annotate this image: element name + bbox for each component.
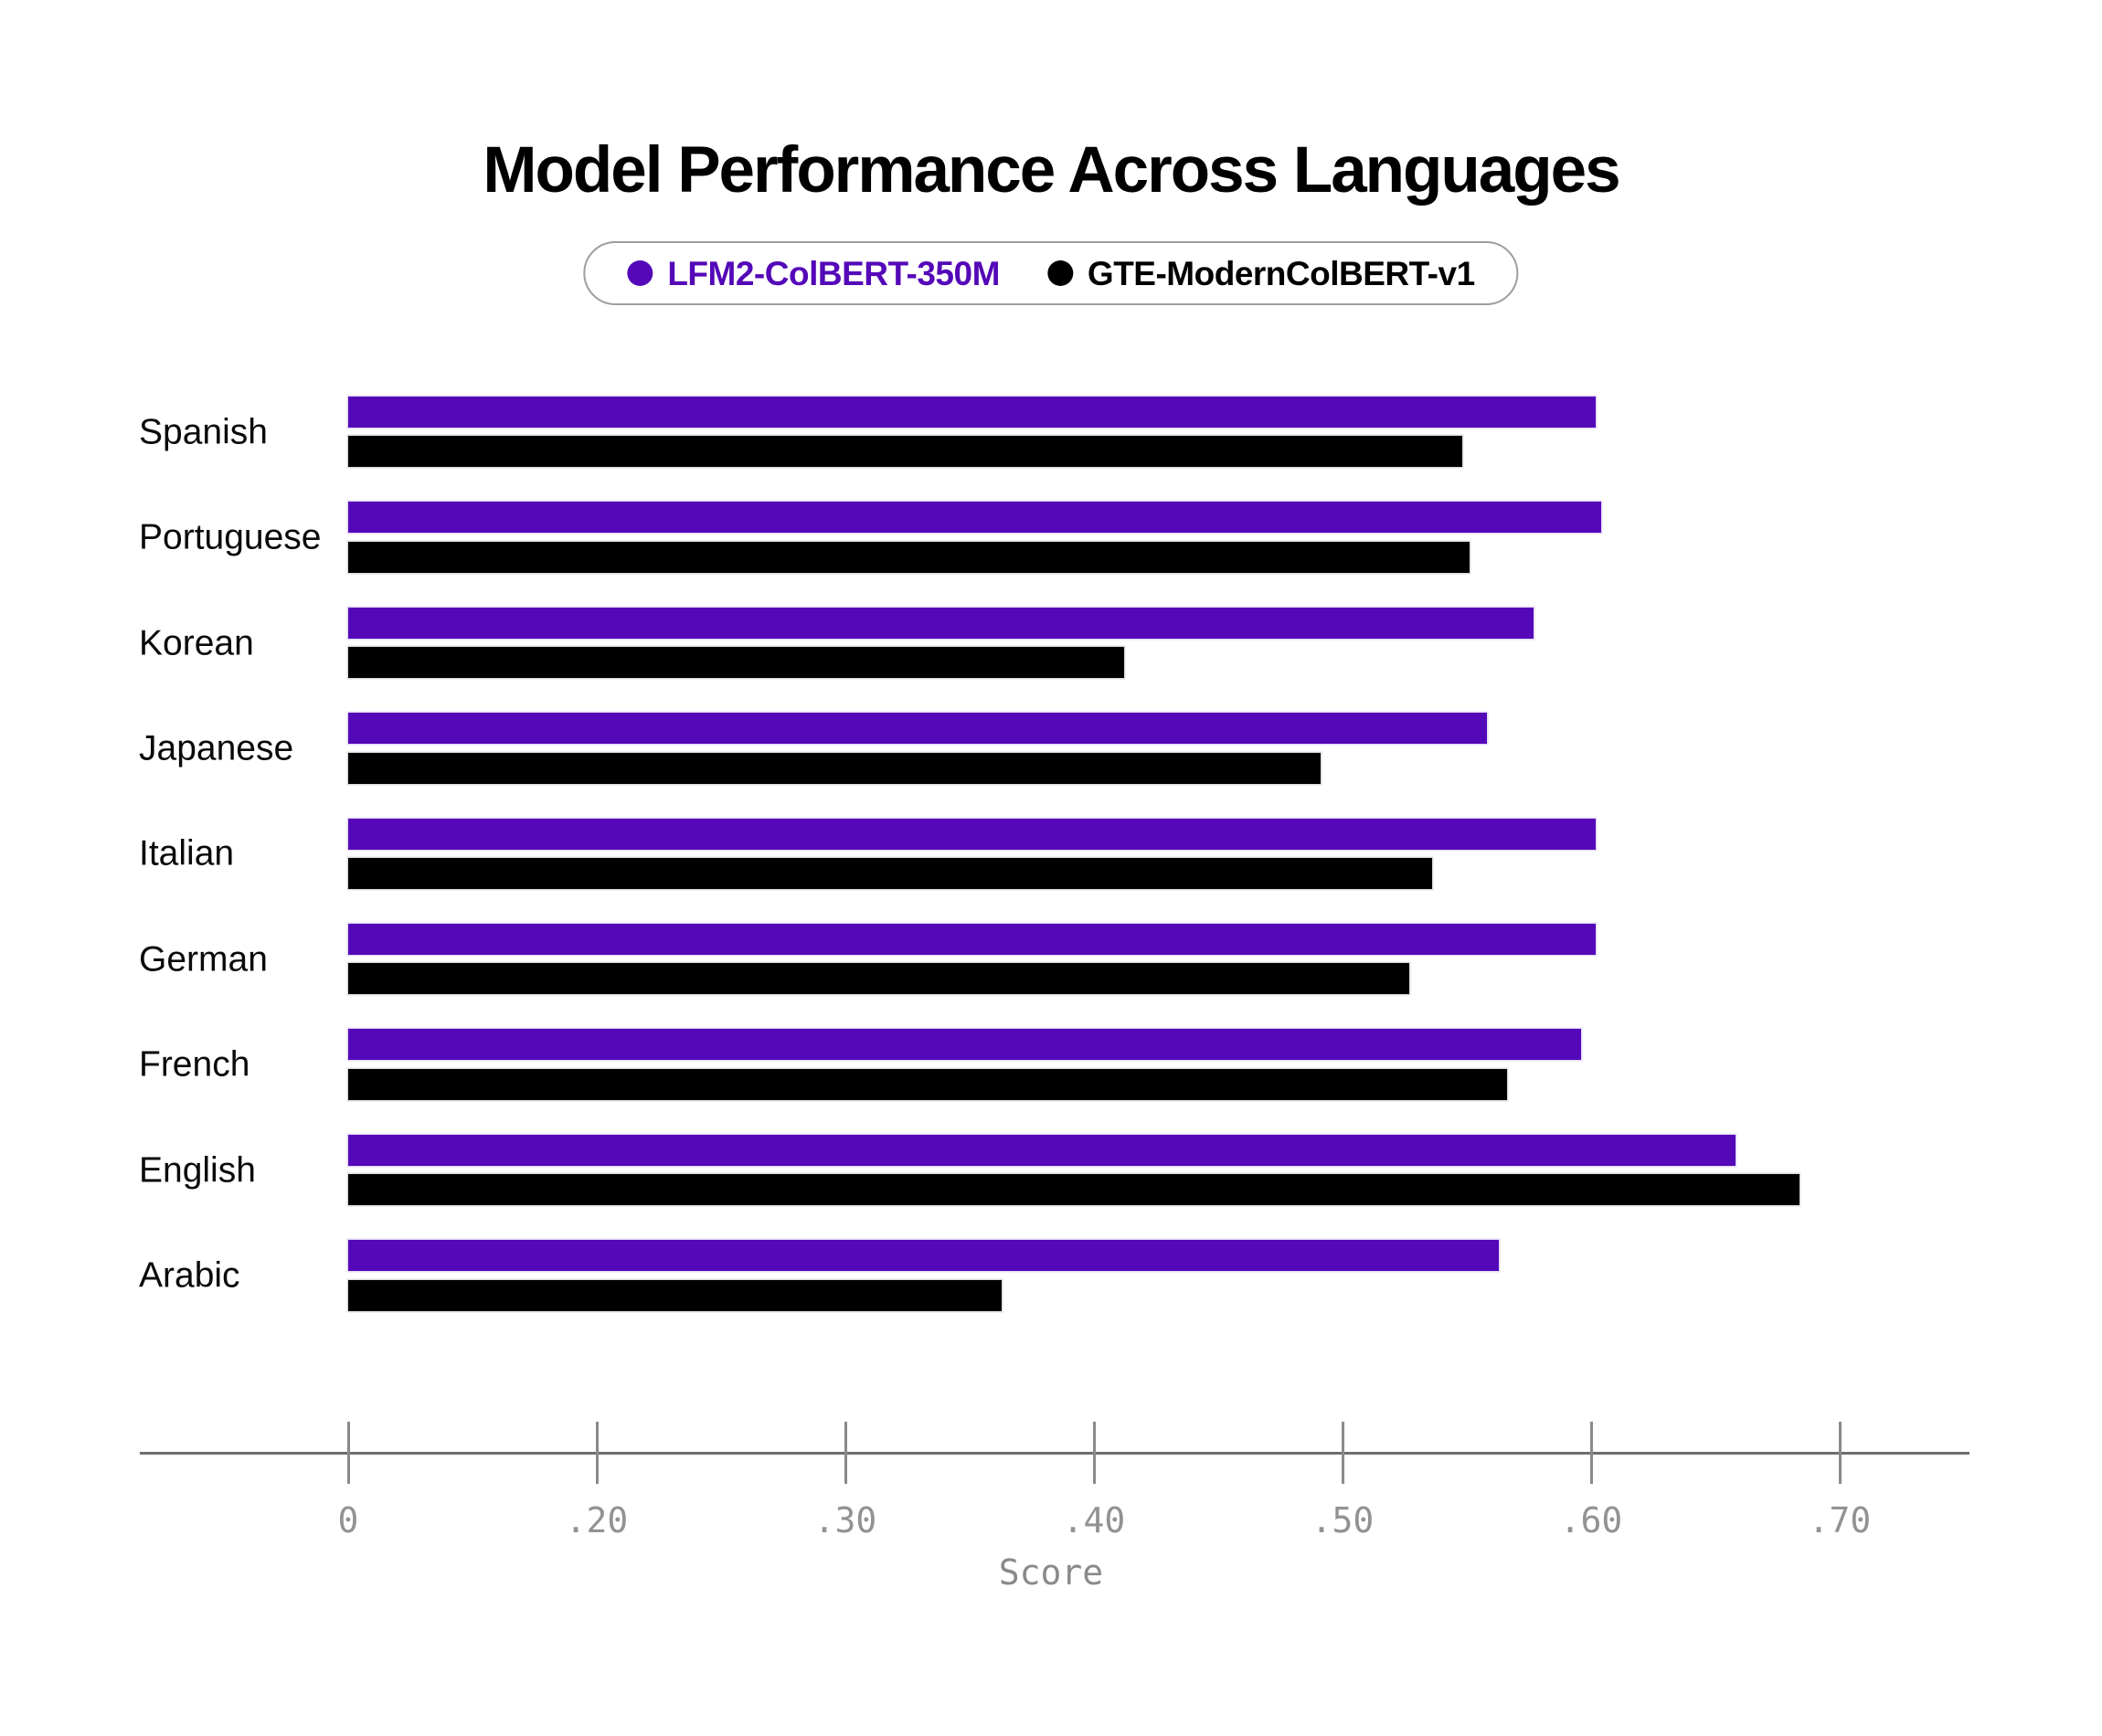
- category-label-korean: Korean: [139, 623, 254, 662]
- x-axis-title: Score: [998, 1552, 1104, 1593]
- category-label-french: French: [139, 1044, 250, 1085]
- bar-lfm2-colbert-350m-english: [348, 1135, 1736, 1166]
- axis-tick-50: [1341, 1422, 1344, 1484]
- chart-title: Model Performance Across Languages: [483, 134, 1620, 206]
- legend-label-lfm2-colbert-350m: LFM2-ColBERT-350M: [667, 254, 1000, 292]
- bar-lfm2-colbert-350m-arabic: [348, 1240, 1499, 1271]
- bar-gte-moderncolbert-v1-english: [348, 1174, 1799, 1205]
- category-label-portuguese: Portuguese: [139, 517, 322, 557]
- bar-gte-moderncolbert-v1-japanese: [348, 753, 1321, 784]
- bar-gte-moderncolbert-v1-german: [348, 963, 1409, 994]
- axis-tick-label-60: .60: [1559, 1500, 1623, 1540]
- bar-lfm2-colbert-350m-japanese: [348, 713, 1487, 744]
- bar-gte-moderncolbert-v1-spanish: [348, 436, 1462, 467]
- legend-dot-gte-moderncolbert-v1: [1046, 260, 1073, 286]
- legend-label-gte-moderncolbert-v1: GTE-ModernColBERT-v1: [1087, 254, 1475, 292]
- bar-gte-moderncolbert-v1-portuguese: [348, 542, 1470, 573]
- axis-tick-label-70: .70: [1808, 1500, 1872, 1540]
- axis-tick-30: [844, 1422, 847, 1484]
- axis-tick-60: [1589, 1422, 1593, 1484]
- bar-lfm2-colbert-350m-spanish: [348, 397, 1596, 428]
- legend: LFM2-ColBERT-350M GTE-ModernColBERT-v1: [583, 241, 1519, 305]
- legend-item-gte-moderncolbert-v1: GTE-ModernColBERT-v1: [1046, 254, 1475, 292]
- bar-lfm2-colbert-350m-german: [348, 924, 1596, 955]
- bar-gte-moderncolbert-v1-arabic: [348, 1280, 1002, 1311]
- bar-gte-moderncolbert-v1-korean: [348, 647, 1124, 678]
- bar-lfm2-colbert-350m-portuguese: [348, 502, 1601, 533]
- category-label-japanese: Japanese: [139, 728, 294, 768]
- category-label-italian: Italian: [139, 833, 235, 873]
- category-label-arabic: Arabic: [139, 1255, 240, 1296]
- bar-lfm2-colbert-350m-korean: [348, 608, 1534, 639]
- legend-item-lfm2-colbert-350m: LFM2-ColBERT-350M: [627, 257, 1000, 291]
- axis-tick-20: [595, 1422, 599, 1484]
- bar-lfm2-colbert-350m-italian: [348, 819, 1596, 850]
- x-axis-line: [140, 1452, 1969, 1455]
- legend-dot-lfm2-colbert-350m: [627, 260, 653, 286]
- axis-tick-0: [346, 1422, 350, 1484]
- bar-gte-moderncolbert-v1-italian: [348, 858, 1432, 889]
- axis-tick-40: [1092, 1422, 1096, 1484]
- bar-lfm2-colbert-350m-french: [348, 1029, 1581, 1060]
- category-label-spanish: Spanish: [139, 412, 268, 452]
- axis-tick-label-40: .40: [1062, 1500, 1126, 1540]
- axis-tick-label-30: .30: [813, 1500, 877, 1540]
- category-label-german: German: [139, 939, 268, 979]
- bar-gte-moderncolbert-v1-french: [348, 1069, 1507, 1100]
- axis-tick-label-20: .20: [565, 1500, 629, 1540]
- axis-tick-70: [1838, 1422, 1842, 1484]
- axis-tick-label-50: .50: [1311, 1500, 1375, 1540]
- axis-tick-label-0: 0: [337, 1500, 359, 1540]
- category-label-english: English: [139, 1150, 256, 1190]
